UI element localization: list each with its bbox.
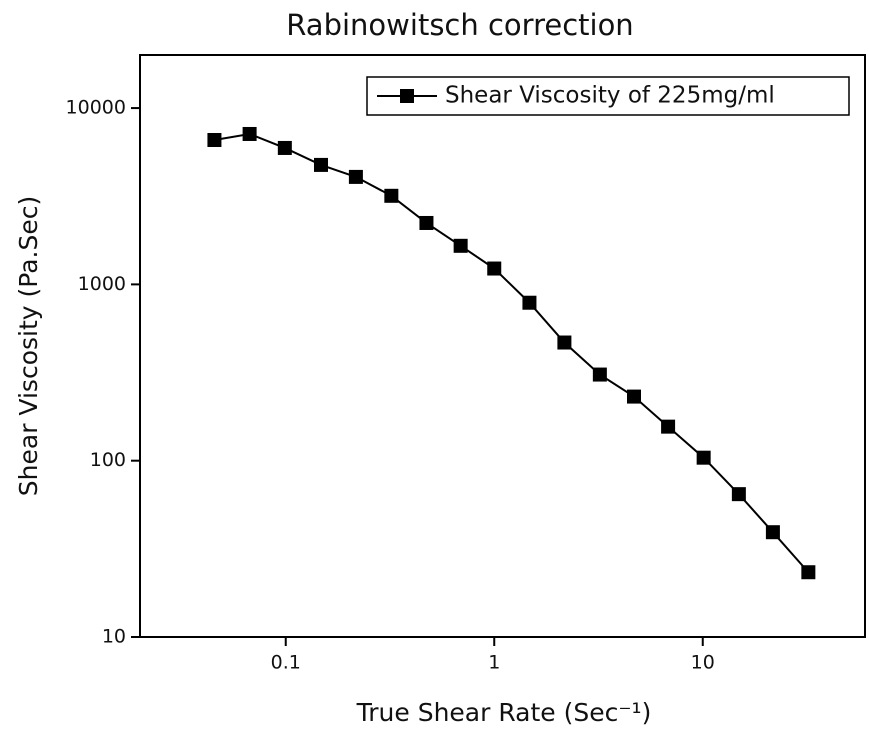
data-point xyxy=(453,238,468,253)
data-point xyxy=(801,565,816,580)
legend-box xyxy=(366,76,850,116)
data-point xyxy=(696,450,711,465)
y-tick-label: 1000 xyxy=(78,273,126,295)
y-axis-label: Shear Viscosity (Pa.Sec) xyxy=(14,196,43,496)
plot-frame xyxy=(139,54,866,638)
data-point xyxy=(277,140,292,155)
x-tick-label: 1 xyxy=(488,652,500,674)
data-point xyxy=(207,133,222,148)
chart-title: Rabinowitsch correction xyxy=(286,8,633,42)
data-point xyxy=(348,169,363,184)
data-point xyxy=(731,487,746,502)
data-point xyxy=(661,419,676,434)
y-tick-label: 10000 xyxy=(66,97,126,119)
data-point xyxy=(626,389,641,404)
data-point xyxy=(313,157,328,172)
legend-marker xyxy=(400,89,414,103)
data-point xyxy=(242,126,257,141)
data-point xyxy=(557,335,572,350)
y-tick-label: 10 xyxy=(102,626,126,648)
data-point xyxy=(765,525,780,540)
data-point xyxy=(592,367,607,382)
data-point xyxy=(487,261,502,276)
legend-label: Shear Viscosity of 225mg/ml xyxy=(445,83,775,109)
series-line xyxy=(214,132,810,573)
x-tick-label: 10 xyxy=(691,652,715,674)
data-point xyxy=(384,188,399,203)
data-point xyxy=(419,215,434,230)
data-point xyxy=(522,295,537,310)
x-axis-label: True Shear Rate (Sec⁻¹) xyxy=(356,698,652,727)
legend: Shear Viscosity of 225mg/ml xyxy=(366,76,850,116)
x-tick-label: 0.1 xyxy=(271,652,301,674)
y-tick-label: 100 xyxy=(90,449,126,471)
